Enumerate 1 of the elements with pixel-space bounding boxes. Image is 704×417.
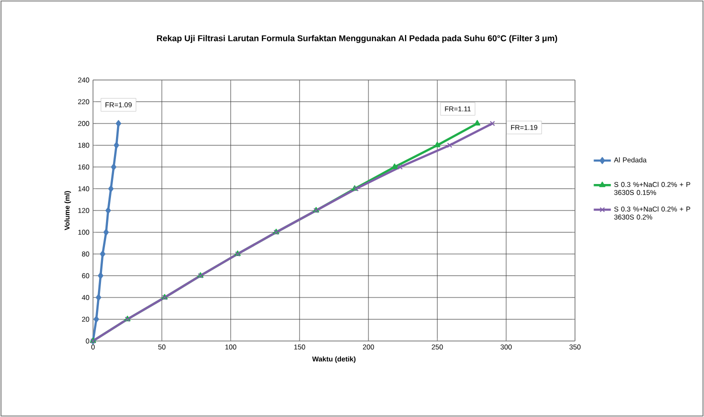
chart-title: Rekap Uji Filtrasi Larutan Formula Surfaktan Menggunakan Al Pedada pada Suhu 60°C (Filter 3 μm) <box>157 35 558 43</box>
